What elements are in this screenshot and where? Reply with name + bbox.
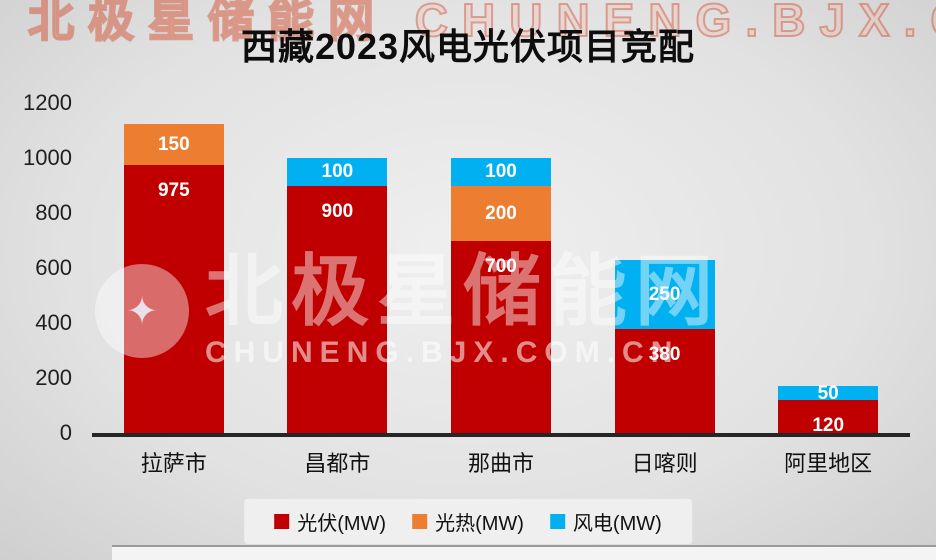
legend-label: 光伏(MW) xyxy=(297,513,387,535)
legend-swatch xyxy=(274,514,290,529)
bar-segment: 50 xyxy=(778,382,879,404)
y-tick-label: 400 xyxy=(35,310,72,335)
legend-item: 光热(MW) xyxy=(412,507,524,536)
y-tick-label: 800 xyxy=(35,200,72,225)
bar-segment: 900 xyxy=(287,185,388,433)
x-axis-label: 昌都市 xyxy=(304,451,371,476)
bar-stack: 975 150 xyxy=(123,103,224,433)
bar-group: 120 50 xyxy=(746,103,910,436)
bar-group: 380 250 xyxy=(583,103,747,433)
bar-segment: 200 xyxy=(450,185,551,241)
bar-stack: 700 200 100 xyxy=(450,103,551,433)
y-tick-label: 1200 xyxy=(23,90,72,115)
legend-swatch xyxy=(412,514,428,529)
y-tick-label: 1000 xyxy=(23,145,72,170)
bar-segment: 975 xyxy=(123,164,224,433)
bar-group: 700 200 100 xyxy=(419,103,583,433)
data-label: 120 xyxy=(812,415,845,436)
y-tick-label: 0 xyxy=(59,420,72,445)
x-axis-labels: 拉萨市 昌都市 那曲市 日喀则 阿里地区 xyxy=(92,446,910,478)
bar-segment: 700 xyxy=(450,240,551,433)
data-label: 380 xyxy=(648,343,681,365)
data-label: 150 xyxy=(157,133,190,155)
x-axis-label: 日喀则 xyxy=(631,451,698,476)
legend-swatch xyxy=(549,514,565,529)
data-label: 700 xyxy=(485,255,517,277)
bar-segment: 150 xyxy=(123,123,224,165)
bar-segment: 100 xyxy=(450,158,551,186)
bar-segment: 250 xyxy=(614,259,715,329)
bar-stack: 900 100 xyxy=(287,103,388,433)
y-tick-label: 600 xyxy=(35,255,72,280)
data-label: 100 xyxy=(485,161,517,183)
legend-item: 光伏(MW) xyxy=(274,507,386,536)
data-label: 100 xyxy=(321,161,354,183)
legend-label: 光热(MW) xyxy=(435,513,524,535)
bar-group: 900 100 xyxy=(256,103,420,433)
x-axis-label: 那曲市 xyxy=(467,451,534,476)
bar-segment: 100 xyxy=(287,158,388,186)
y-axis: 0 200 400 600 800 1000 1200 xyxy=(0,90,78,445)
legend-label: 风电(MW) xyxy=(572,513,662,535)
x-axis-label: 阿里地区 xyxy=(784,451,873,476)
legend: 光伏(MW) 光热(MW) 风电(MW) xyxy=(244,499,692,544)
data-label: 50 xyxy=(817,382,839,404)
bar-segment: 380 xyxy=(614,328,715,433)
data-label: 200 xyxy=(485,202,517,224)
bar-stack: 380 250 xyxy=(614,103,715,433)
bar-group: 975 150 xyxy=(92,103,256,433)
y-tick-label: 200 xyxy=(35,365,72,390)
bottom-table-edge xyxy=(112,545,936,560)
chart-title: 西藏2023风电光伏项目竞配 xyxy=(240,26,696,67)
data-label: 900 xyxy=(321,200,354,222)
legend-item: 风电(MW) xyxy=(549,507,662,536)
bar-segment: 120 xyxy=(778,400,879,436)
data-label: 975 xyxy=(157,179,190,201)
bar-stack: 120 50 xyxy=(778,103,879,436)
data-label: 250 xyxy=(648,283,681,305)
plot-area: 975 150 900 100 700 200 100 380 250 120 50 xyxy=(92,103,910,437)
x-axis-label: 拉萨市 xyxy=(140,451,207,476)
